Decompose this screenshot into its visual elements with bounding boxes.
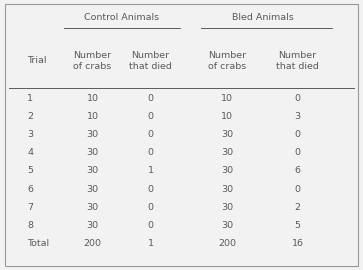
Text: 30: 30 xyxy=(221,166,233,176)
Text: 5: 5 xyxy=(27,166,33,176)
Text: 2: 2 xyxy=(295,202,301,212)
Text: 30: 30 xyxy=(221,148,233,157)
Text: 0: 0 xyxy=(148,202,154,212)
Text: 0: 0 xyxy=(295,130,301,139)
Text: 0: 0 xyxy=(295,94,301,103)
Text: 1: 1 xyxy=(27,94,33,103)
Text: 0: 0 xyxy=(295,184,301,194)
Text: Number
that died: Number that died xyxy=(276,51,319,71)
Text: 6: 6 xyxy=(27,184,33,194)
Text: 10: 10 xyxy=(86,112,99,121)
Text: 30: 30 xyxy=(86,130,99,139)
Text: 0: 0 xyxy=(148,130,154,139)
Text: 6: 6 xyxy=(295,166,301,176)
Text: Number
of crabs: Number of crabs xyxy=(73,51,112,71)
Text: 30: 30 xyxy=(86,166,99,176)
Text: 2: 2 xyxy=(27,112,33,121)
Text: Control Animals: Control Animals xyxy=(84,13,159,22)
Text: 0: 0 xyxy=(148,221,154,230)
Text: 0: 0 xyxy=(148,94,154,103)
Text: 30: 30 xyxy=(86,221,99,230)
Text: 1: 1 xyxy=(148,239,154,248)
Text: Number
that died: Number that died xyxy=(129,51,172,71)
Text: 8: 8 xyxy=(27,221,33,230)
Text: 200: 200 xyxy=(218,239,236,248)
Text: 5: 5 xyxy=(295,221,301,230)
Text: Bled Animals: Bled Animals xyxy=(232,13,294,22)
Text: 10: 10 xyxy=(86,94,99,103)
FancyBboxPatch shape xyxy=(5,4,358,266)
Text: Trial: Trial xyxy=(27,56,47,65)
Text: 10: 10 xyxy=(221,112,233,121)
Text: 7: 7 xyxy=(27,202,33,212)
Text: 3: 3 xyxy=(295,112,301,121)
Text: 200: 200 xyxy=(83,239,102,248)
Text: 30: 30 xyxy=(86,148,99,157)
Text: 0: 0 xyxy=(295,148,301,157)
Text: 30: 30 xyxy=(221,130,233,139)
Text: 4: 4 xyxy=(27,148,33,157)
Text: 0: 0 xyxy=(148,148,154,157)
Text: Number
of crabs: Number of crabs xyxy=(208,51,246,71)
Text: 30: 30 xyxy=(221,221,233,230)
Text: 0: 0 xyxy=(148,112,154,121)
Text: 30: 30 xyxy=(221,184,233,194)
Text: 10: 10 xyxy=(221,94,233,103)
Text: 16: 16 xyxy=(291,239,304,248)
Text: 30: 30 xyxy=(86,202,99,212)
Text: 3: 3 xyxy=(27,130,33,139)
Text: 0: 0 xyxy=(148,184,154,194)
Text: Total: Total xyxy=(27,239,49,248)
Text: 1: 1 xyxy=(148,166,154,176)
Text: 30: 30 xyxy=(86,184,99,194)
Text: 30: 30 xyxy=(221,202,233,212)
